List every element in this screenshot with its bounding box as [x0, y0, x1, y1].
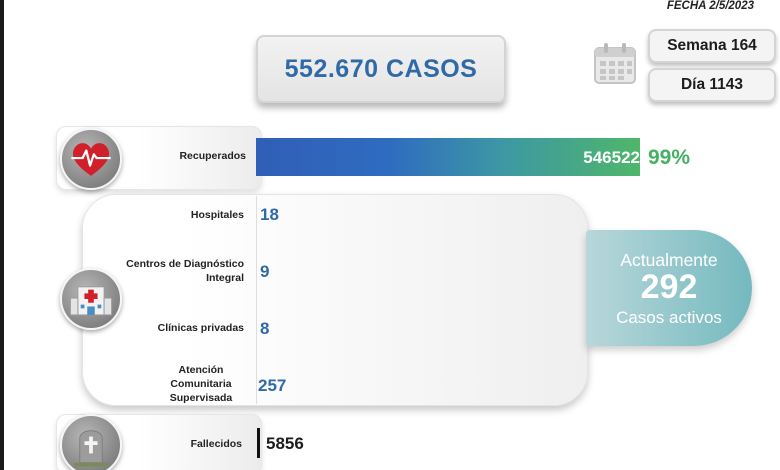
- facility-label-hospitales: Hospitales: [190, 209, 244, 221]
- left-border-line: [0, 0, 4, 470]
- facility-label-acs: Atención Comunitaria Supervisada: [84, 363, 244, 405]
- facilities-panel: [82, 194, 588, 406]
- facility-value-acs: 257: [258, 376, 287, 395]
- facility-value-hospitales: 18: [260, 205, 279, 224]
- active-cases-caption: Casos activos: [616, 308, 722, 327]
- recovered-progress-bar: [256, 138, 640, 176]
- week-badge: Semana 164: [648, 29, 776, 63]
- recovered-label: Recuperados: [179, 150, 246, 162]
- total-cases-value: 552.670 CASOS: [284, 54, 478, 83]
- facility-value-clinicas: 8: [260, 319, 270, 338]
- active-cases-heading: Actualmente: [620, 250, 718, 270]
- day-badge: Día 1143: [648, 68, 776, 102]
- hospital-icon: [60, 268, 122, 330]
- active-cases-card: Actualmente 292 Casos activos: [586, 230, 752, 346]
- tombstone-icon: [60, 414, 122, 470]
- facilities-divider: [256, 196, 257, 404]
- heart-pulse-icon: [60, 128, 122, 190]
- deceased-value: 5856: [266, 434, 304, 453]
- facility-label-clinicas: Clínicas privadas: [157, 322, 244, 334]
- deceased-label: Fallecidos: [190, 438, 242, 450]
- facility-label-cdi-text: Centros de Diagnóstico Integral: [126, 258, 244, 284]
- deceased-bar: [257, 428, 260, 458]
- report-date: FECHA 2/5/2023: [666, 0, 754, 12]
- recovered-value: 546522: [583, 148, 640, 167]
- facility-label-cdi: Centros de Diagnóstico Integral: [84, 257, 244, 285]
- calendar-icon: [594, 43, 636, 84]
- recovered-percent: 99%: [648, 146, 691, 169]
- facility-value-cdi: 9: [260, 262, 270, 281]
- total-cases-box: 552.670 CASOS: [256, 35, 506, 103]
- active-cases-count: 292: [640, 268, 698, 306]
- facility-label-acs-text: Atención Comunitaria Supervisada: [169, 364, 233, 404]
